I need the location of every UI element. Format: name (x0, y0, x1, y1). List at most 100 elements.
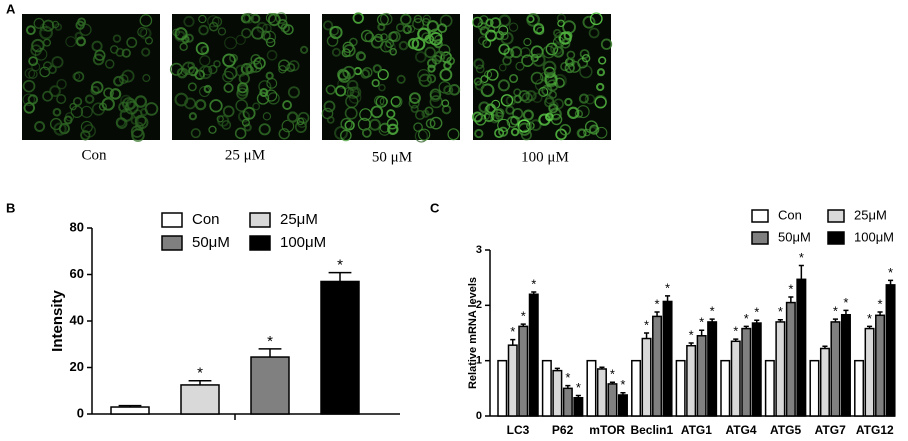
cell (39, 25, 54, 40)
bar (686, 344, 697, 417)
cell (72, 72, 81, 81)
cell (187, 82, 197, 92)
cell (375, 95, 388, 108)
cell (28, 56, 39, 67)
cell (56, 78, 67, 90)
y-tick-label: 1 (476, 355, 482, 367)
cell (360, 69, 371, 79)
significance-mark: * (744, 311, 749, 326)
cell (542, 45, 556, 59)
x-tick-label: ATG4 (725, 423, 756, 437)
cell (27, 94, 39, 105)
x-tick-label: ATG7 (815, 423, 846, 437)
cell (400, 13, 412, 26)
significance-mark: * (267, 333, 273, 350)
cell (91, 40, 103, 52)
bar (573, 396, 584, 417)
cell (544, 97, 555, 108)
cell (243, 123, 252, 132)
cell (530, 71, 544, 85)
cell (139, 14, 153, 27)
cell (331, 47, 341, 57)
cell (424, 34, 435, 44)
cell (577, 128, 587, 138)
cell (600, 38, 613, 50)
cell (294, 121, 307, 133)
y-tick-label: 2 (476, 299, 482, 311)
cell (299, 45, 309, 54)
error-bar (788, 296, 794, 303)
cell (80, 105, 93, 118)
cell (352, 12, 364, 24)
cell (277, 18, 288, 30)
cell (236, 87, 249, 100)
cell (374, 33, 383, 43)
cell (121, 48, 131, 58)
cell (259, 87, 269, 98)
micrograph-label: Con (81, 147, 107, 163)
cell (558, 31, 572, 45)
bar (751, 322, 762, 417)
bar (552, 369, 563, 417)
cell (104, 59, 115, 69)
significance-mark: * (799, 250, 804, 265)
y-axis-label: Intensity (49, 290, 66, 352)
cell (241, 27, 252, 39)
bar (796, 278, 807, 417)
cell (253, 56, 266, 70)
cell (389, 30, 401, 43)
error-bar (798, 264, 804, 280)
cell (188, 66, 199, 77)
cell (560, 38, 571, 49)
cell (174, 92, 189, 107)
cell (512, 108, 524, 120)
cell (101, 97, 115, 111)
cell (378, 83, 386, 92)
cell (525, 90, 537, 102)
cell (223, 82, 234, 93)
cell (549, 107, 562, 121)
cell (235, 64, 248, 77)
cell (282, 24, 294, 35)
cell (115, 47, 125, 57)
cell (548, 90, 557, 99)
cell (485, 18, 494, 27)
cell (379, 12, 393, 26)
cell (286, 111, 299, 123)
bar (775, 321, 786, 417)
cell (557, 19, 565, 28)
legend-swatch (161, 235, 183, 251)
cell (126, 37, 138, 48)
micrograph-label: 25 μM (225, 147, 265, 163)
cell (364, 32, 375, 43)
cell (579, 49, 590, 59)
cell (519, 47, 531, 58)
cell (134, 114, 147, 127)
cell (408, 97, 420, 109)
cell (497, 118, 511, 132)
cell (242, 106, 256, 120)
cell (266, 49, 278, 61)
legend-swatch (827, 231, 845, 245)
significance-mark: * (337, 257, 343, 274)
cell (498, 43, 510, 55)
cell (229, 53, 239, 63)
significance-mark: * (644, 317, 649, 332)
significance-mark: * (610, 367, 615, 382)
cell (208, 64, 218, 75)
cell (421, 32, 432, 43)
cell (424, 46, 436, 59)
cell (414, 51, 427, 63)
cell (98, 102, 107, 111)
cell (118, 74, 129, 85)
cell (243, 12, 255, 24)
cell (439, 68, 453, 82)
cell (478, 36, 488, 46)
significance-mark: * (576, 380, 581, 395)
cell (589, 12, 603, 26)
cell (494, 30, 505, 41)
cell (203, 84, 212, 94)
error-bar (258, 348, 282, 358)
cell (213, 60, 221, 68)
significance-mark: * (833, 304, 838, 319)
